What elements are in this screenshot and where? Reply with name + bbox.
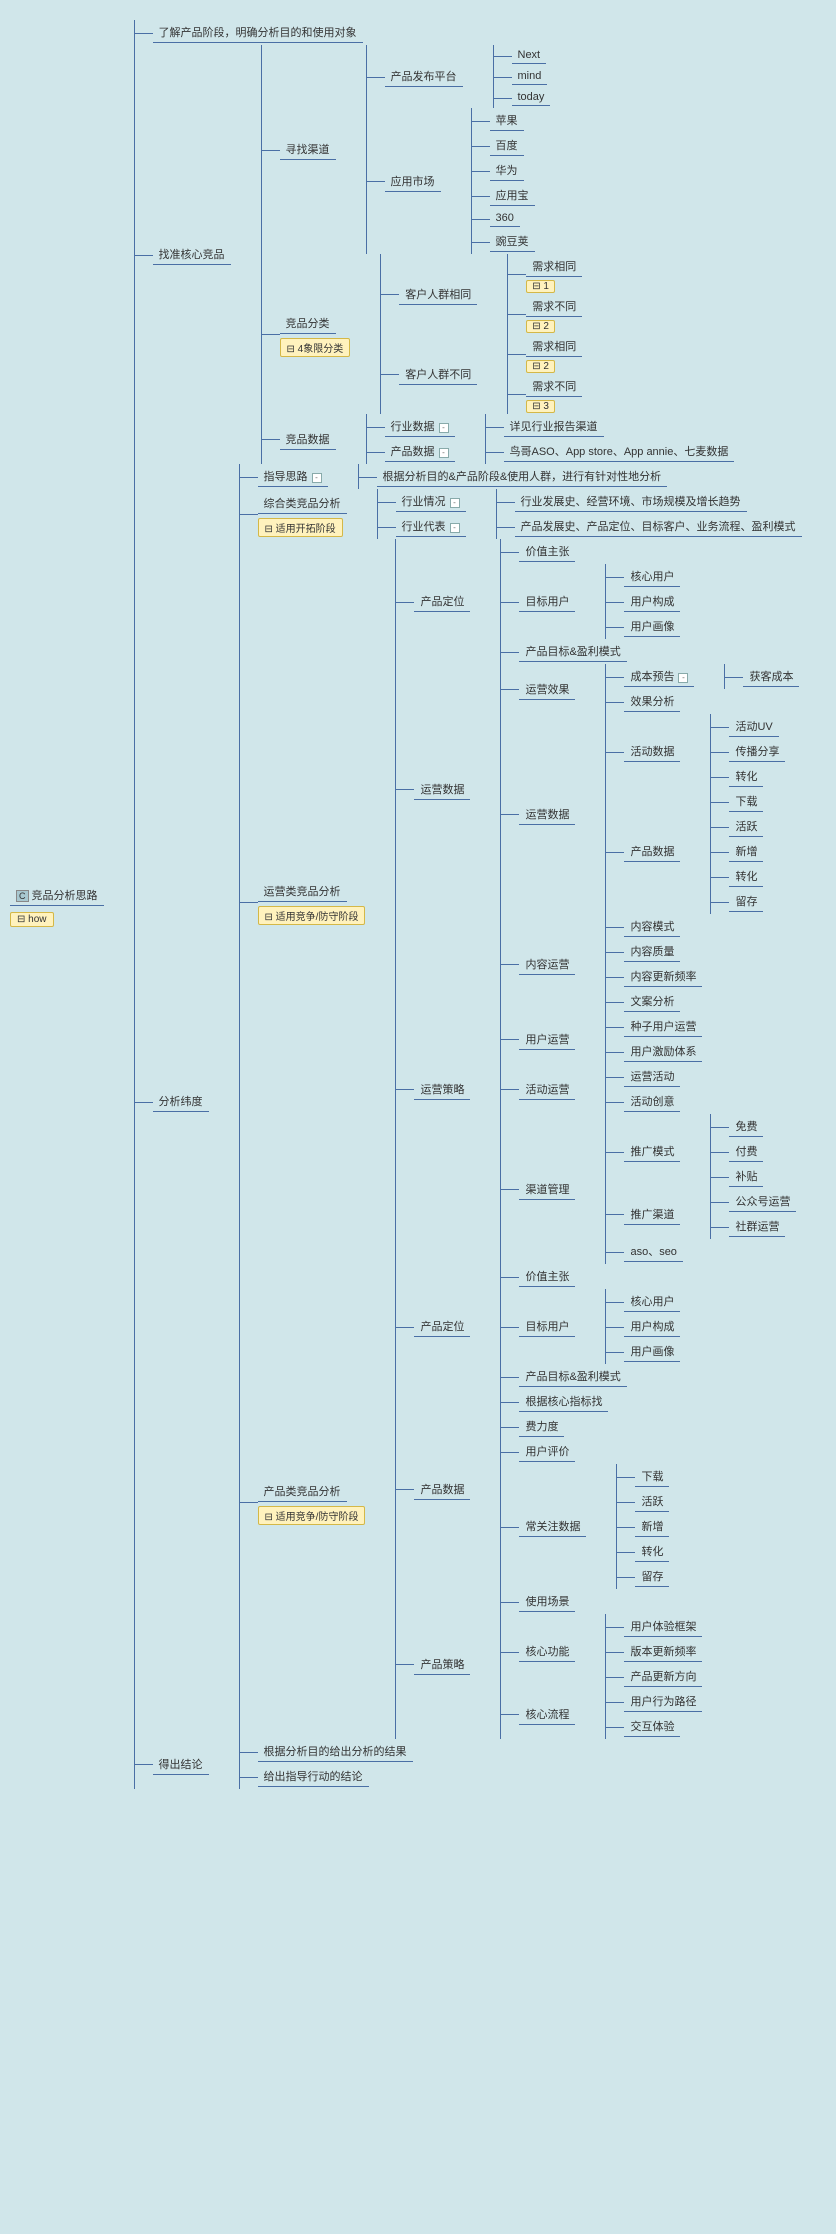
analysis-dimensions[interactable]: 分析纬度 指导思路- 根据分析目的&产品阶段&使用人群，进行有针对性地分析 综合… xyxy=(153,464,802,1739)
find-channels[interactable]: 寻找渠道 产品发布平台 Next mind today 应用市场 苹果 xyxy=(280,45,735,254)
operation-analysis[interactable]: 运营类竞品分析⊟ 适用竞争/防守阶段 产品定位 价值主张 目标用户 核心用户 用… xyxy=(258,539,802,1264)
product-analysis[interactable]: 产品类竞品分析⊟ 适用竞争/防守阶段 产品定位 价值主张 目标用户 核心用户 用… xyxy=(258,1264,802,1739)
publish-platform[interactable]: 产品发布平台 Next mind today xyxy=(385,45,551,108)
collapse-icon[interactable]: - xyxy=(439,423,449,433)
conclusion[interactable]: 得出结论 根据分析目的给出分析的结果 给出指导行动的结论 xyxy=(153,1739,802,1789)
comprehensive-analysis[interactable]: 综合类竞品分析⊟ 适用开拓阶段 行业情况- 行业发展史、经营环境、市场规模及增长… xyxy=(258,489,802,539)
root-node[interactable]: C竞品分析思路 ⊟ how 了解产品阶段，明确分析目的和使用对象 找准核心竞品 … xyxy=(10,20,826,1789)
stage-understanding[interactable]: 了解产品阶段，明确分析目的和使用对象 xyxy=(153,20,802,45)
app-market[interactable]: 应用市场 苹果 百度 华为 应用宝 360 豌豆荚 xyxy=(385,108,551,254)
mindmap-canvas[interactable]: C竞品分析思路 ⊟ how 了解产品阶段，明确分析目的和使用对象 找准核心竞品 … xyxy=(10,20,826,1789)
collapse-icon[interactable]: - xyxy=(439,448,449,458)
root-tag: ⊟ how xyxy=(10,912,54,927)
root-children: 了解产品阶段，明确分析目的和使用对象 找准核心竞品 寻找渠道 产品发布平台 Ne… xyxy=(134,20,802,1789)
root-label: C竞品分析思路 xyxy=(10,885,104,906)
competitor-data[interactable]: 竞品数据 行业数据- 详见行业报告渠道 产品数据- 鸟哥ASO、App stor… xyxy=(280,414,735,464)
competitor-classify[interactable]: 竞品分类⊟ 4象限分类 客户人群相同 需求相同⊟ 1 需求不同⊟ 2 客户人群不… xyxy=(280,254,735,414)
find-core-competitors[interactable]: 找准核心竞品 寻找渠道 产品发布平台 Next mind today 应用市场 xyxy=(153,45,802,464)
